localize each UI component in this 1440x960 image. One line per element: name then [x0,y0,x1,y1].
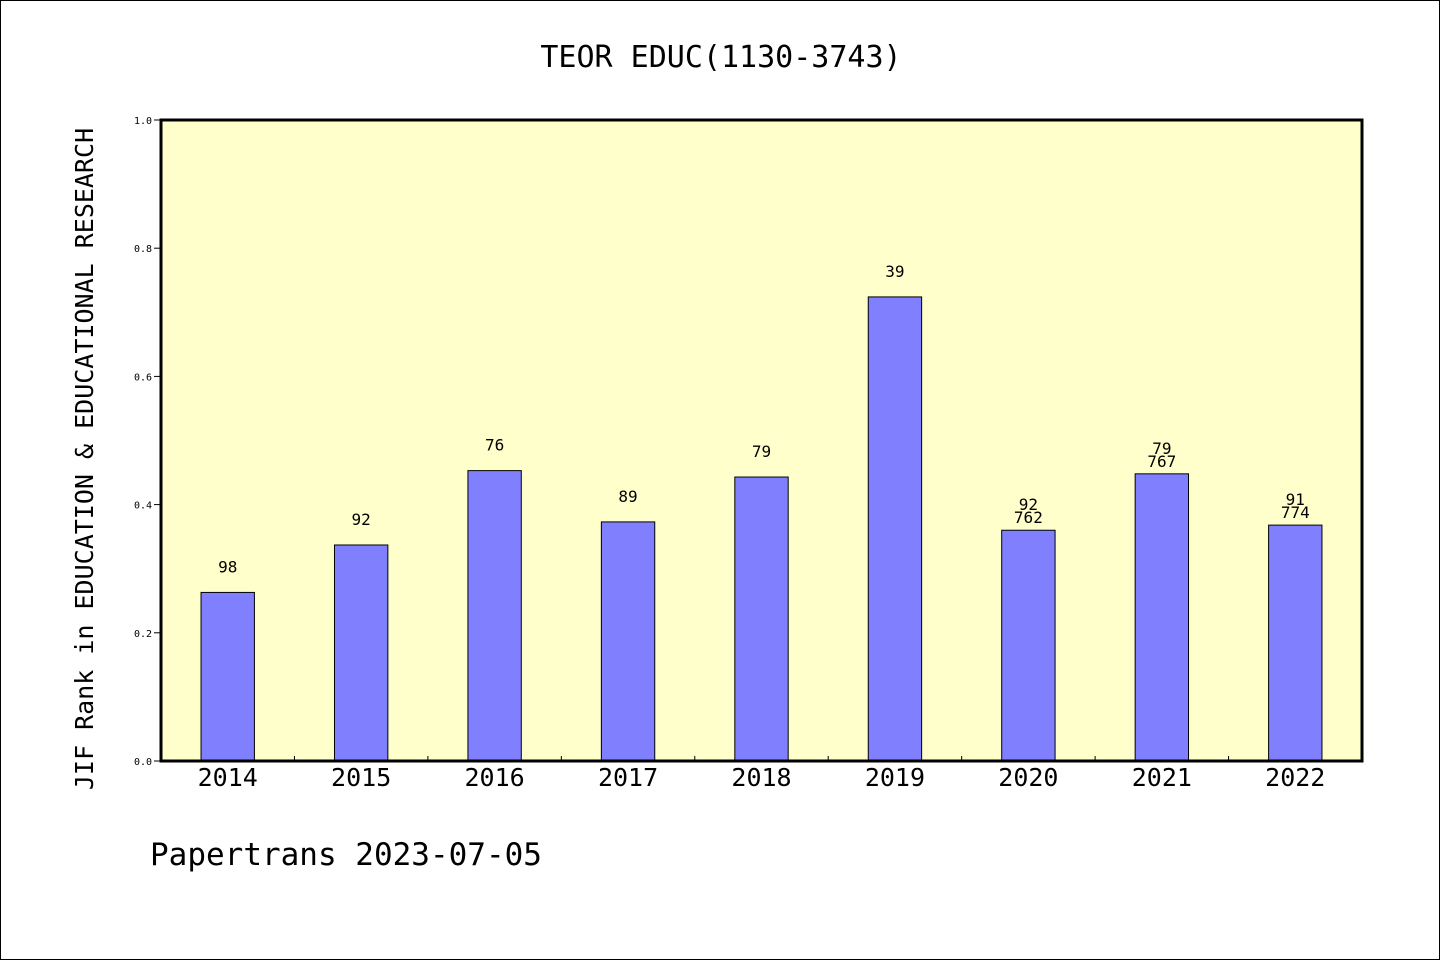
bar-rank-label: 39 [885,262,904,281]
bar [1001,529,1056,762]
y-tick-label: 0.6 [134,372,152,383]
bar-total-label: 767 [1147,452,1176,471]
bar [867,296,923,762]
plot-border [159,118,1364,763]
bar [1268,524,1323,762]
x-tick-label: 2015 [331,763,391,792]
bar-rank-label: 76 [485,436,504,455]
bar-rank-label: 92 [1019,495,1038,514]
x-tick-label: 2018 [731,763,791,792]
chart-title: TEOR EDUC(1130-3743) [540,40,901,75]
bar-rank-label: 79 [752,442,771,461]
y-tick-label: 0.8 [134,244,152,255]
bar-rank-label: 98 [218,557,237,576]
bar-rank-label: 92 [352,510,371,529]
x-tick-label: 2022 [1265,763,1325,792]
y-axis-label: JIF Rank in EDUCATION & EDUCATIONAL RESE… [70,128,99,790]
chart-marks: 0.0 0.2 0.4 0.6 0.8 1.0 2014 98 2015 92 2016 76 2017… [134,116,1325,792]
y-tick-label: 0.2 [134,629,152,640]
bar-rank-label: 79 [1152,439,1171,458]
bar-total-label: 762 [1014,508,1043,527]
bar [1134,473,1190,762]
bar-rank-label: 91 [1286,490,1305,509]
x-tick-label: 2014 [198,763,258,792]
bar-total-label: 774 [1281,503,1310,522]
bar [200,591,255,762]
y-tick-label: 0.4 [134,501,152,512]
x-tick-label: 2019 [865,763,925,792]
bar [333,544,389,762]
bar [467,470,522,762]
x-tick-label: 2017 [598,763,658,792]
x-tick-label: 2021 [1132,763,1192,792]
x-tick-label: 2020 [998,763,1058,792]
y-tick-label: 0.0 [134,757,152,768]
bar [600,521,656,762]
footer-credit: Papertrans 2023-07-05 [150,837,542,873]
bar-rank-label: 89 [618,487,637,506]
y-tick-label: 1.0 [134,116,152,127]
x-tick-label: 2016 [465,763,525,792]
bar [734,476,789,762]
